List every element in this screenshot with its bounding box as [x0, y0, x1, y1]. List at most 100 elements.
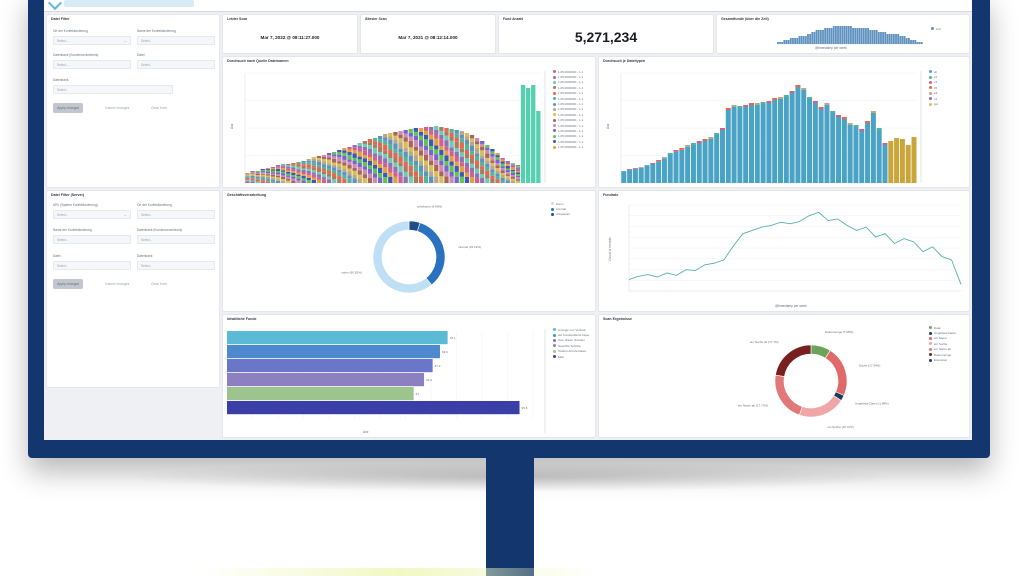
bar-segment	[495, 155, 500, 158]
select-name[interactable]: Select...	[137, 36, 215, 45]
select-name[interactable]: Select...	[53, 235, 131, 244]
panel-title: Inhaltliche Funde	[227, 317, 257, 321]
apply-changes-button[interactable]: Apply changes	[53, 279, 84, 289]
bar-segment	[301, 170, 306, 172]
bar-segment	[337, 150, 342, 153]
legend-item[interactable]: Datenmenge	[929, 352, 956, 357]
legend-item[interactable]: 1.05.0000000 - 1.1	[553, 139, 583, 144]
legend-item[interactable]: 1.05.0000000 - 1.1	[553, 74, 583, 79]
legend-item[interactable]: c5	[929, 85, 938, 90]
legend-item[interactable]: internal	[551, 206, 570, 211]
clear-form-button[interactable]: Clear form	[151, 282, 167, 286]
select-datei[interactable]: Select...	[53, 261, 131, 270]
brand[interactable]	[47, 0, 194, 11]
bar-segment	[388, 140, 393, 144]
legend-item[interactable]: c3	[929, 80, 938, 85]
legend-item[interactable]: c4	[929, 96, 938, 101]
legend-item[interactable]: Ungelöste Daten	[929, 330, 956, 335]
select-url[interactable]: Select... ⌄	[53, 210, 131, 219]
legend-item[interactable]: Anzeige von Vertrieb	[553, 327, 589, 332]
bar-segment	[311, 160, 316, 163]
legend-item[interactable]: 1.05.0000000 - 1.1	[553, 128, 583, 133]
legend-swatch	[553, 349, 556, 353]
bar-segment	[383, 140, 388, 145]
bar-segment	[638, 167, 644, 183]
bar-segment	[332, 173, 337, 177]
bar-segment	[270, 172, 276, 174]
select-datenbank[interactable]: Select...	[137, 261, 215, 270]
legend-item[interactable]: Anz	[931, 26, 941, 31]
legend-item[interactable]: auf Kundendienst bspw	[553, 332, 589, 337]
bar-segment	[714, 133, 720, 135]
cancel-changes-button[interactable]: Cancel changes	[105, 282, 130, 286]
legend-item[interactable]: Extension	[929, 357, 956, 362]
select-datenbank-kunde[interactable]: Select...	[137, 235, 215, 244]
bar	[850, 26, 852, 44]
legend-item[interactable]: ein Suche	[929, 341, 956, 346]
legend-item[interactable]: 1.05.0000000 - 1.1	[553, 80, 583, 85]
legend-item[interactable]: 1.05.0000000 - 1.1	[553, 134, 583, 139]
legend-item[interactable]: 1.05.0000000 - 1.1	[553, 144, 583, 149]
apply-changes-button[interactable]: Apply changes	[53, 103, 84, 113]
select-datenbank-kunde[interactable]: Select...	[53, 60, 131, 69]
legend-item[interactable]: 1.05.0000000 - 1.1	[553, 118, 583, 123]
legend-item[interactable]: 1.05.0000000 - 1.1	[553, 96, 583, 101]
data-label: 67.2	[435, 364, 441, 368]
legend-item[interactable]: ein Name	[929, 336, 956, 341]
bar	[227, 373, 425, 387]
bar-segment	[250, 180, 255, 182]
clear-form-button[interactable]: Clear form	[151, 106, 167, 110]
bar-segment	[841, 117, 847, 119]
legend-item[interactable]: c2	[929, 74, 938, 79]
bar-segment	[352, 160, 357, 164]
legend-item[interactable]: 1.05.0000000 - 1.1	[553, 85, 583, 90]
bar-segment	[423, 139, 429, 147]
legend-item[interactable]: dc	[929, 69, 938, 74]
legend-label: 1.05.0000000 - 1.1	[558, 128, 584, 133]
bar-segment	[255, 175, 260, 177]
bar-segment	[408, 176, 413, 183]
select-datenbank[interactable]: Select...	[53, 85, 173, 94]
legend-item[interactable]: 1.05.0000000 - 1.1	[553, 112, 583, 117]
bar-segment	[245, 175, 250, 177]
bar-segment	[439, 176, 444, 183]
select-ort[interactable]: Select...	[137, 210, 215, 219]
bar-segment	[388, 136, 393, 140]
select-ort[interactable]: Select... ⌄	[53, 36, 131, 45]
bar-segment	[801, 88, 807, 90]
legend-item[interactable]: 1.05.0000000 - 1.1	[553, 91, 583, 96]
bar	[873, 30, 876, 44]
legend-label: unbekannt	[556, 212, 571, 217]
bar-segment	[685, 145, 691, 147]
legend-item[interactable]: ppt	[929, 101, 938, 106]
legend-item[interactable]: Telefon-Anrufe Daten	[553, 349, 589, 354]
bar-segment	[423, 134, 429, 140]
bar-segment	[423, 149, 429, 155]
legend-item[interactable]: 1.05.0000000 - 1.1	[553, 69, 583, 74]
legend-item[interactable]: Ekel	[553, 354, 589, 359]
bar-segment	[281, 164, 286, 166]
bar-segment	[321, 155, 327, 157]
legend-item[interactable]: Ges. Daten (Kunde)	[553, 338, 589, 343]
bar-segment	[347, 178, 352, 183]
legend-item[interactable]: e6	[929, 91, 938, 96]
legend-item[interactable]: 1.05.0000000 - 1.1	[553, 123, 583, 128]
legend-item[interactable]: ein Name ab	[929, 347, 956, 352]
legend-item[interactable]: 1.05.0000000 - 1.1	[553, 101, 583, 106]
cancel-changes-button[interactable]: Cancel changes	[105, 106, 130, 110]
bar-segment	[743, 107, 749, 183]
bar-segment	[454, 166, 459, 172]
legend-item[interactable]: Geprüfte Schritte	[553, 343, 589, 348]
select-datei[interactable]: Select...	[137, 60, 215, 69]
bar-segment	[383, 167, 388, 173]
legend-swatch	[929, 326, 932, 330]
legend-item[interactable]: 1.05.0000000 - 1.1	[553, 107, 583, 112]
bar-segment	[464, 172, 470, 177]
bar	[794, 38, 797, 44]
legend-item[interactable]: unbekannt	[551, 212, 570, 217]
legend-swatch	[929, 331, 932, 335]
bar	[813, 32, 816, 44]
legend-item[interactable]: intern	[551, 201, 570, 206]
data-label: 64.4	[426, 378, 432, 382]
legend-item[interactable]: Datei	[929, 325, 956, 330]
